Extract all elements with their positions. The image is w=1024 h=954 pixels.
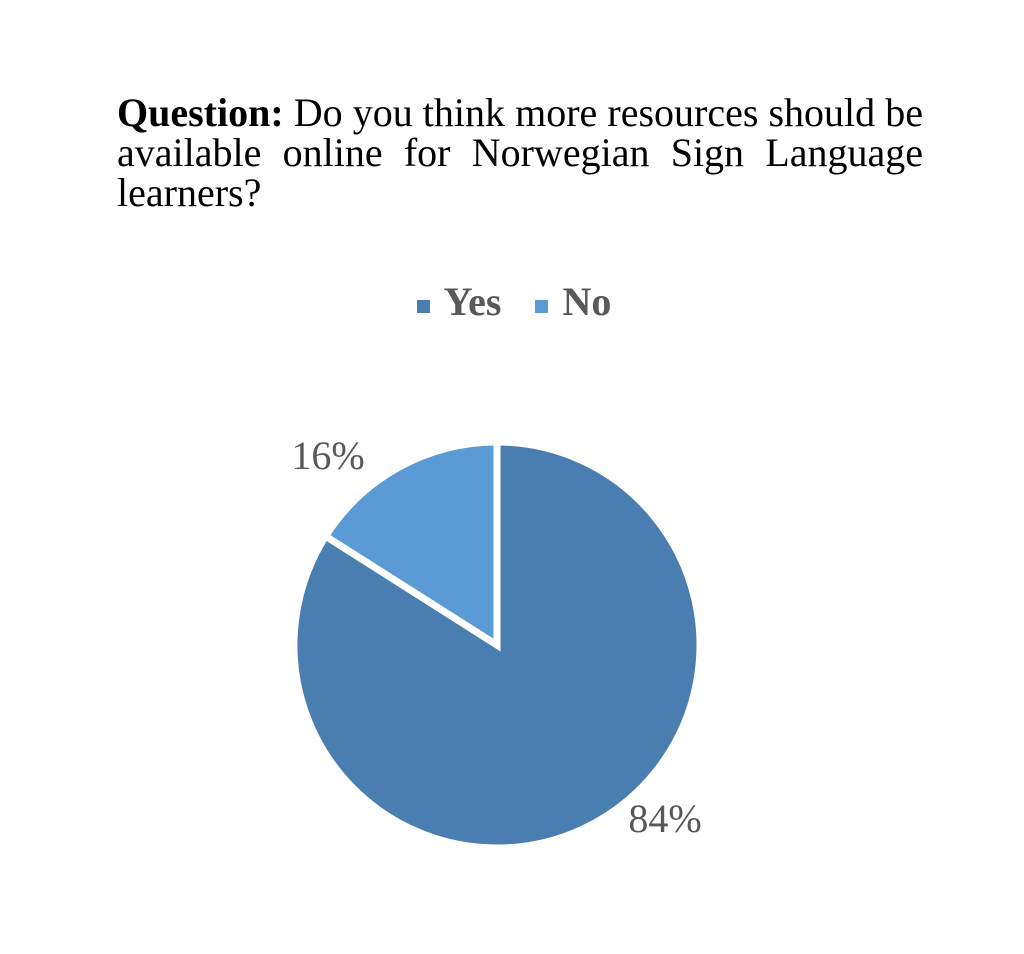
legend-swatch-no [535, 299, 549, 313]
legend-label-no: No [562, 279, 612, 324]
legend-swatch-yes [416, 299, 430, 313]
question-text: Question: Do you think more resources sh… [117, 93, 923, 213]
legend-label-yes: Yes [443, 279, 502, 324]
data-label-no: 16% [291, 433, 364, 478]
pie-slice-no [320, 438, 501, 652]
question-prefix: Question: [117, 90, 284, 135]
legend-item-no: No [535, 282, 611, 322]
question-body: Do you think more resources should be av… [117, 90, 923, 215]
legend-item-yes: Yes [416, 279, 502, 324]
data-label-yes: 84% [628, 796, 701, 841]
chart-legend: Yes No [0, 280, 1024, 324]
